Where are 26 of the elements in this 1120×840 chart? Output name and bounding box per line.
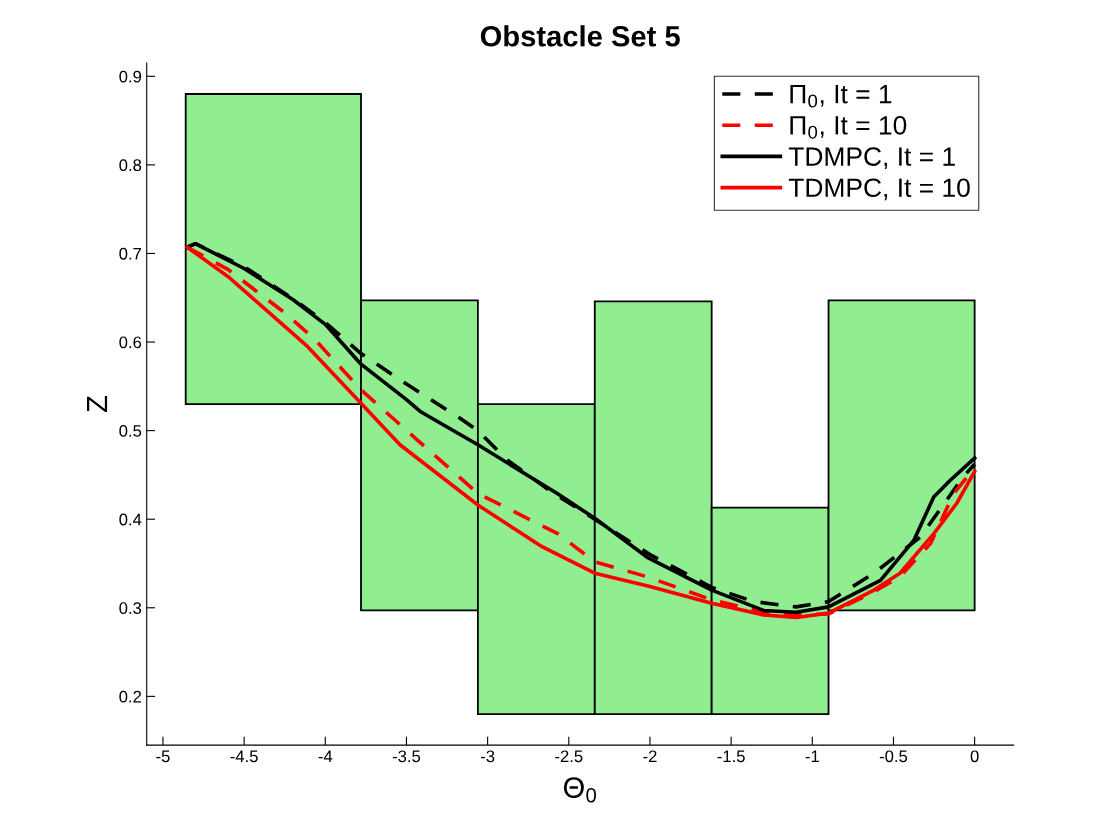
legend-label: TDMPC, It = 1 (788, 147, 955, 170)
y-tick-label: 0.5 (119, 425, 142, 437)
x-tick-label: -1.5 (717, 750, 745, 763)
x-tick-label: -3 (480, 750, 495, 763)
y-tick-label: 0.3 (119, 602, 142, 614)
legend-label: TDMPC, It = 10 (788, 178, 970, 201)
legend-label: Π$_{0}$, It = 1 (790, 85, 892, 108)
x-tick-label: 0 (970, 750, 979, 763)
y-tick-label: 0.4 (119, 513, 142, 526)
x-tick-label: -4.5 (230, 750, 258, 763)
x-tick-label: -5 (156, 750, 170, 763)
y-tick-label: 0.7 (119, 247, 142, 260)
x-tick-label: -4 (318, 750, 333, 763)
legend-label: Π$_{0}$, It = 10 (790, 115, 907, 139)
y-tick-label: 0.6 (119, 336, 142, 349)
y-axis-title: Z (87, 396, 108, 413)
x-tick-label: -2 (643, 750, 657, 763)
y-tick-label: 0.9 (119, 70, 142, 83)
x-tick-label: -3.5 (392, 750, 421, 763)
x-tick-label: -0.5 (879, 750, 908, 763)
x-axis-title: Θ$_{0}$ (563, 777, 597, 803)
x-tick-label: -1 (805, 750, 819, 763)
chart-title: Obstacle Set 5 (480, 25, 680, 47)
y-tick-label: 0.2 (119, 690, 142, 703)
x-tick-label: -2.5 (555, 750, 583, 763)
y-tick-label: 0.8 (119, 159, 142, 172)
